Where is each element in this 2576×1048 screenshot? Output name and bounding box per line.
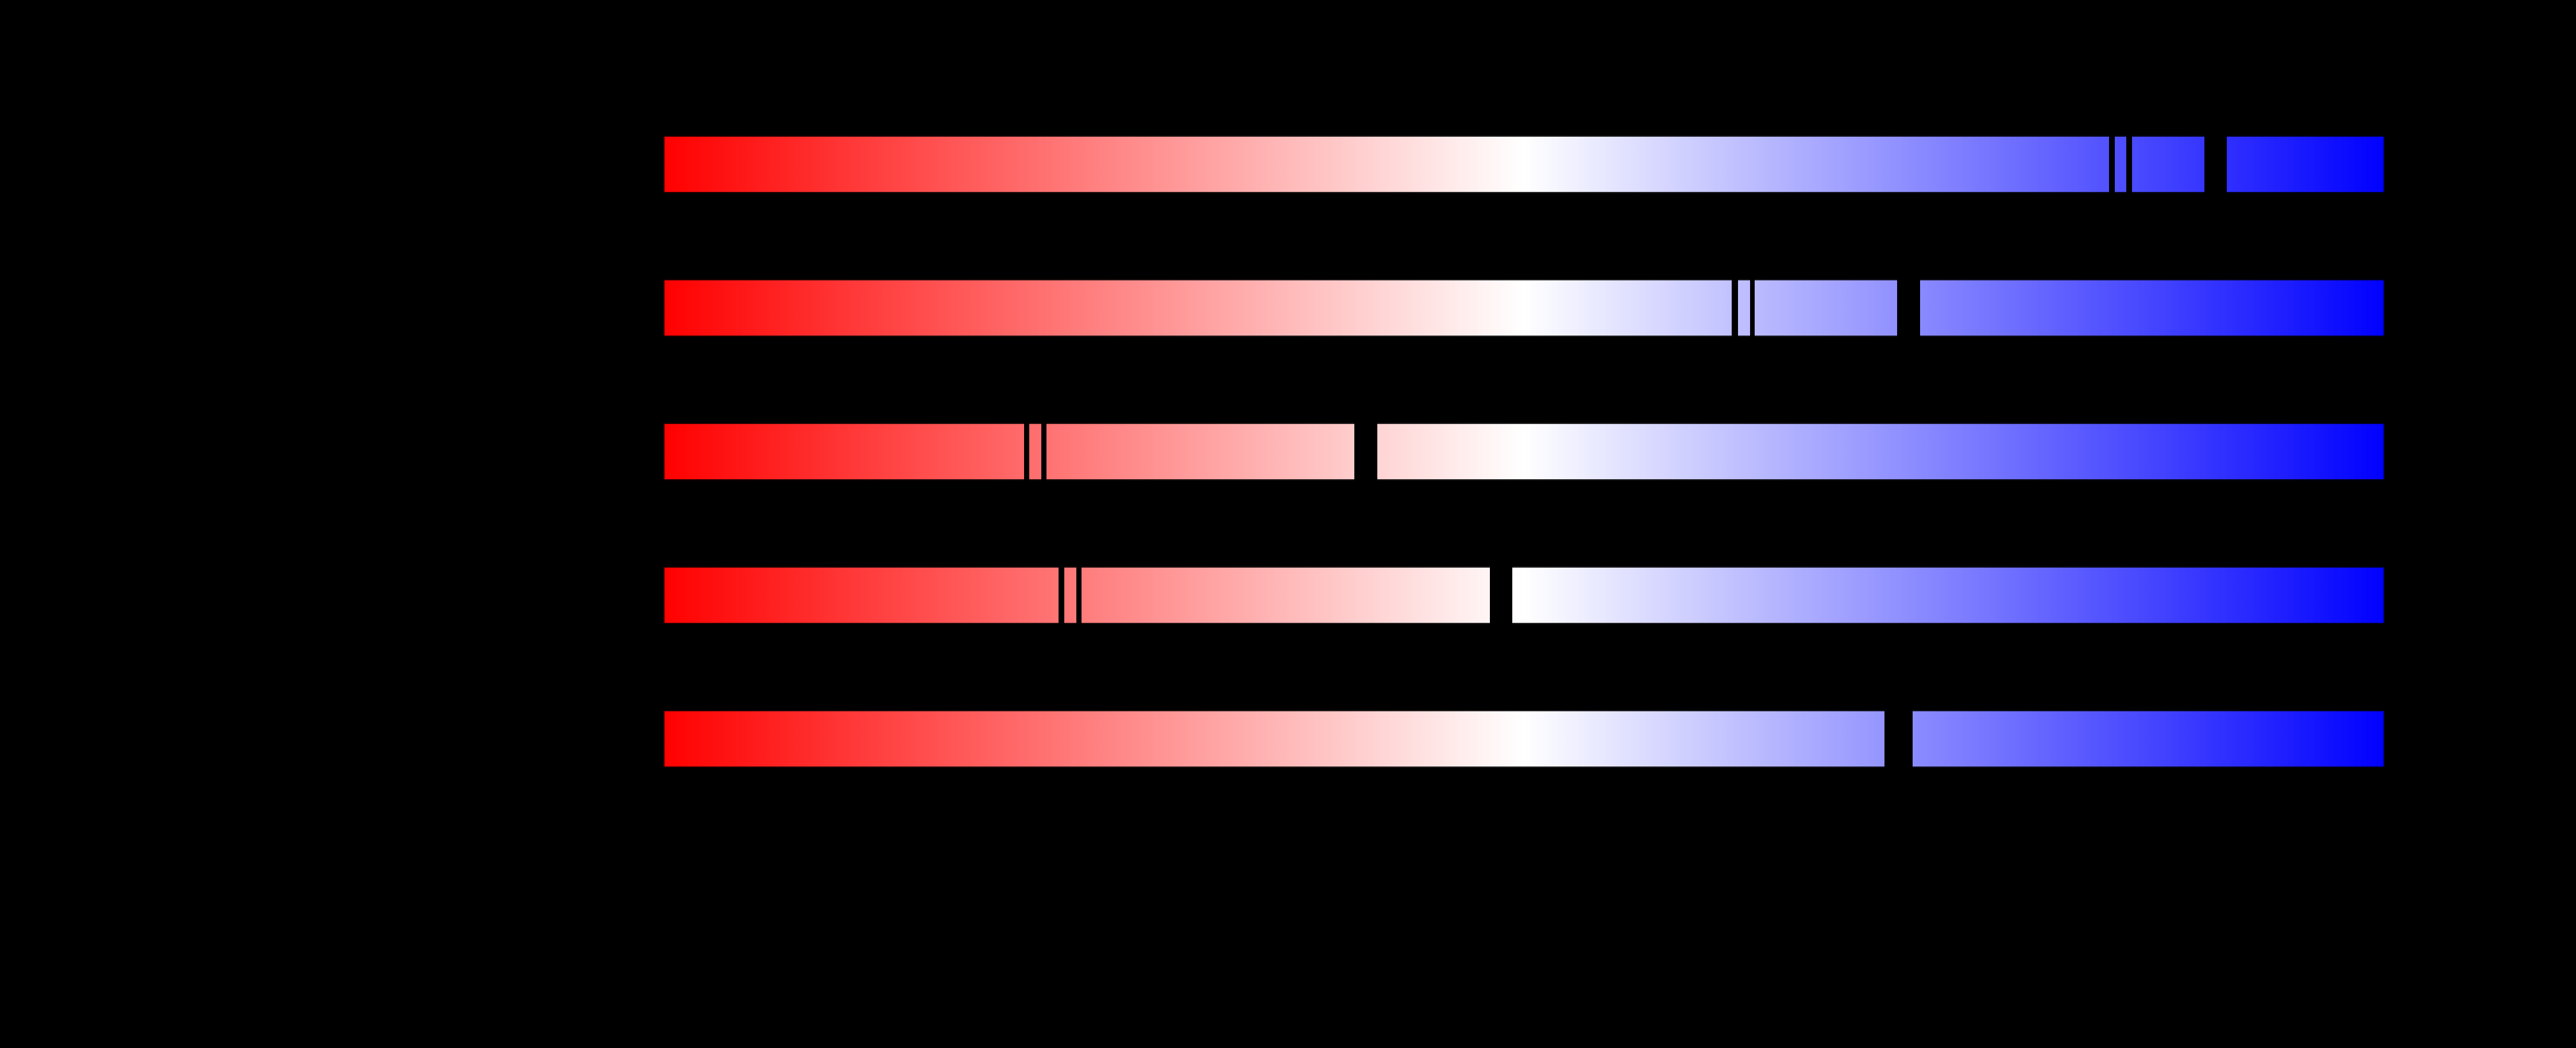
gradient-bar-5: [663, 709, 2385, 769]
bar-gap: [1024, 422, 1029, 481]
bar-gap: [1731, 278, 1739, 338]
bar-gap: [2126, 134, 2133, 194]
gradient-bar-1: [663, 134, 2385, 194]
bar-gap: [1884, 709, 1913, 769]
bar-gap: [1041, 422, 1046, 481]
bar-gap: [2204, 134, 2227, 194]
bar-gap: [1489, 565, 1512, 625]
bar-gap: [1750, 278, 1755, 338]
bar-gap: [1897, 278, 1921, 338]
bar-gap: [1059, 565, 1064, 625]
bar-gap: [1076, 565, 1082, 625]
gradient-bar-3: [663, 422, 2385, 481]
gradient-bar-4: [663, 565, 2385, 625]
bar-gap: [2108, 134, 2115, 194]
bar-gap: [1354, 422, 1377, 481]
gradient-bar-2: [663, 278, 2385, 338]
